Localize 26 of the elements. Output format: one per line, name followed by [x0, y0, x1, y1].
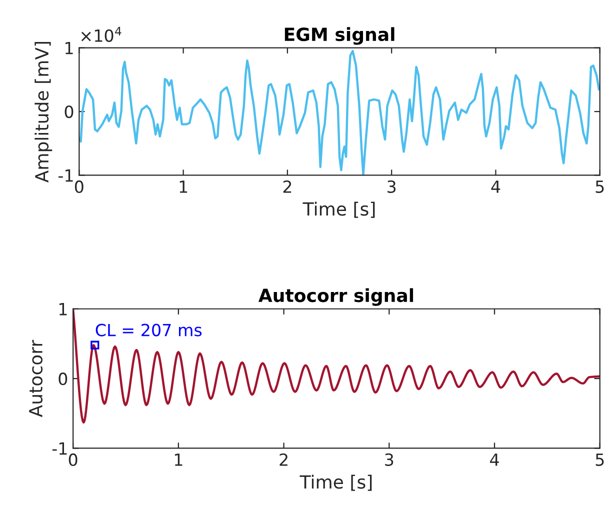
x-tick-label: 2 — [283, 180, 292, 193]
x-tick-label: 3 — [385, 453, 394, 466]
x-tick-label: 4 — [491, 180, 500, 193]
text: ×10$^{4}$ — [81, 26, 122, 42]
y-tick-label: 1 — [66, 42, 73, 54]
x-tick-label: 5 — [596, 454, 604, 466]
x-tick-label: 1 — [174, 454, 182, 466]
x-axis-title: Time [s] — [300, 474, 372, 491]
y-tick-label: -1 — [52, 442, 67, 455]
y-tick-label: 0 — [58, 372, 68, 386]
chart-title: Autocorr signal — [258, 288, 414, 306]
x-axis-title: Time [s] — [302, 202, 375, 218]
annotation: CL = 207 ms — [96, 324, 202, 336]
x-tick-label: 1 — [180, 180, 188, 193]
x-tick-label: 2 — [280, 453, 288, 466]
x-tick-label: 0 — [74, 180, 84, 193]
line-series — [79, 50, 600, 176]
chart-title: EGM signal — [284, 27, 394, 45]
y-tick-label: -1 — [58, 169, 73, 182]
y-axis-title: Autocorr — [29, 340, 43, 418]
y-tick-label: 0 — [64, 106, 74, 118]
y-axis-title: Amplitude [mV] — [34, 42, 52, 183]
x-tick-label: 4 — [490, 454, 499, 466]
x-tick-label: 3 — [388, 180, 396, 193]
y-tick-label: 1 — [59, 303, 67, 316]
x-tick-label: 5 — [596, 180, 604, 193]
